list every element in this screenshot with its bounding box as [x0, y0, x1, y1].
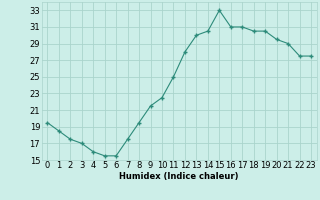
X-axis label: Humidex (Indice chaleur): Humidex (Indice chaleur)	[119, 172, 239, 181]
